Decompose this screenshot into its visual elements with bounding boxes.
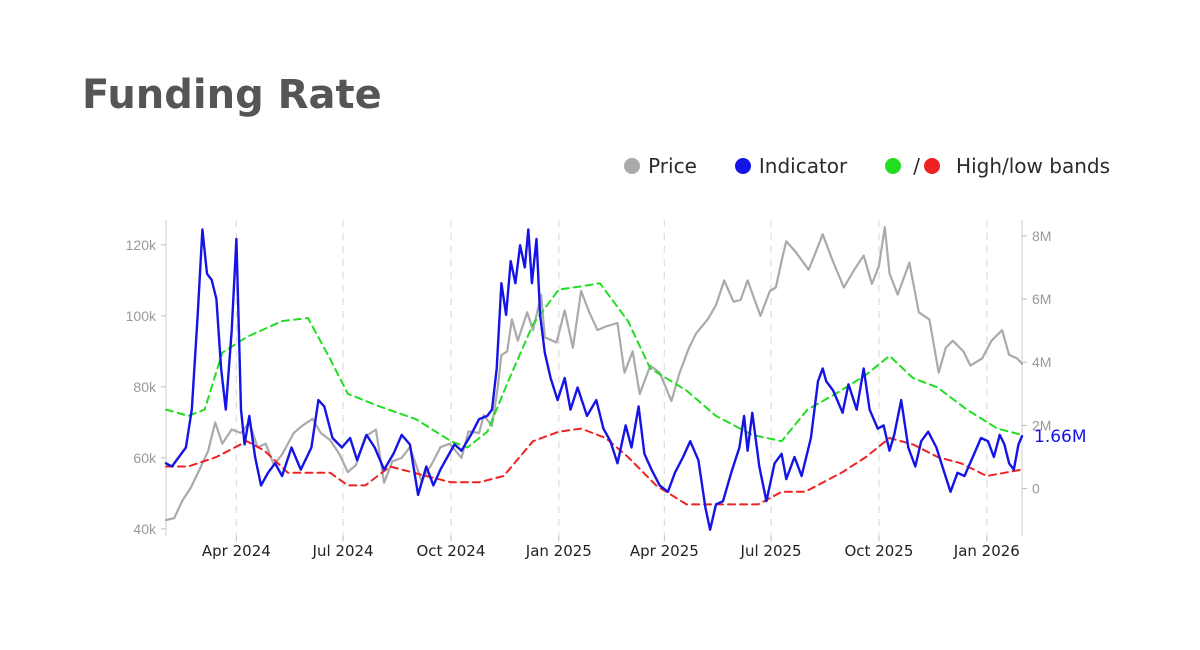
x-tick-label: Jul 2024 — [312, 542, 374, 560]
legend-item-indicator[interactable]: Indicator — [734, 154, 848, 178]
left-tick-label: 40k — [133, 521, 157, 537]
right-tick-label: 0 — [1032, 481, 1040, 497]
legend-label-indicator: Indicator — [758, 154, 848, 178]
high-band-legend-dot-icon — [885, 158, 902, 174]
indicator-end-label: 1.66M — [1034, 427, 1087, 447]
axes-layer — [165, 220, 1023, 536]
chart-legend: Price Indicator / High/low bands — [0, 152, 1110, 180]
x-tick-label: Jan 2025 — [525, 542, 592, 560]
indicator-legend-dot-icon — [734, 158, 751, 174]
low-band-legend-dot-icon — [924, 158, 941, 174]
legend-item-bands[interactable]: / High/low bands — [885, 154, 1110, 178]
legend-band-separator: / — [913, 154, 921, 178]
left-tick-label: 100k — [126, 308, 157, 324]
legend-label-price: Price — [648, 154, 697, 178]
page-title: Funding Rate — [82, 72, 382, 118]
x-tick-label: Apr 2024 — [202, 542, 271, 560]
labels-layer: Apr 2024 Jul 2024 Oct 2024 Jan 2025 Apr 2025… — [126, 228, 1087, 560]
x-tick-label: Apr 2025 — [630, 542, 699, 560]
legend-label-bands: High/low bands — [956, 154, 1110, 178]
band-dots: / — [885, 154, 948, 178]
price-series-line — [164, 226, 1024, 522]
low-band-series-line — [165, 427, 1023, 506]
grid-layer — [161, 220, 1027, 541]
right-tick-label: 6M — [1032, 291, 1051, 307]
price-legend-dot-icon — [624, 158, 641, 174]
series-layer — [164, 226, 1024, 531]
legend-item-price[interactable]: Price — [624, 154, 697, 178]
indicator-series-line — [164, 228, 1024, 531]
x-tick-label: Jul 2025 — [740, 542, 802, 560]
right-tick-label: 4M — [1032, 354, 1051, 370]
high-band-series-line — [165, 282, 1023, 449]
right-tick-label: 2M — [1032, 417, 1051, 433]
x-tick-label: Jan 2026 — [953, 542, 1020, 560]
left-tick-label: 120k — [126, 237, 157, 253]
left-tick-label: 80k — [133, 379, 157, 395]
left-tick-label: 60k — [133, 450, 157, 466]
x-tick-label: Oct 2025 — [844, 542, 913, 560]
x-tick-label: Oct 2024 — [416, 542, 485, 560]
right-tick-label: 8M — [1032, 228, 1051, 244]
